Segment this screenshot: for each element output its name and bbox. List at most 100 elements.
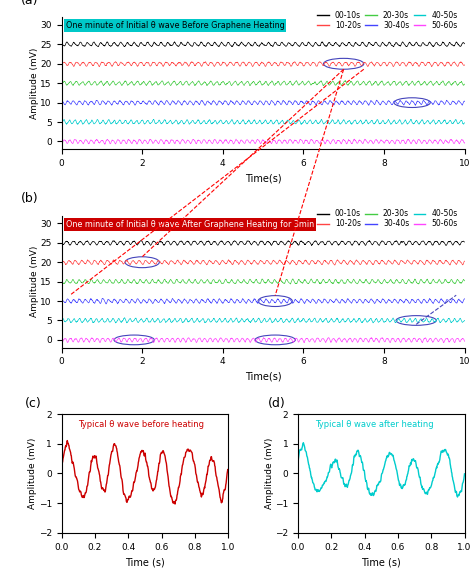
Text: (c): (c) — [25, 397, 42, 410]
00-10s — [138, 237, 144, 244]
10-20s — [352, 260, 357, 267]
50-60s — [59, 140, 64, 147]
30-40s — [462, 296, 467, 303]
Line: 50-60s: 50-60s — [62, 337, 465, 343]
Text: (b): (b) — [21, 193, 39, 205]
Line: 00-10s: 00-10s — [62, 42, 465, 47]
40-50s — [113, 320, 118, 327]
Text: (d): (d) — [268, 397, 286, 410]
20-30s — [231, 280, 237, 286]
Y-axis label: Amplitude (mV): Amplitude (mV) — [30, 48, 39, 119]
Y-axis label: Amplitude (mV): Amplitude (mV) — [28, 438, 37, 509]
40-50s — [462, 317, 467, 324]
00-10s — [59, 239, 64, 246]
50-60s — [59, 337, 64, 344]
10-20s — [226, 256, 231, 263]
Legend: 00-10s, 10-20s, 20-30s, 30-40s, 40-50s, 50-60s: 00-10s, 10-20s, 20-30s, 30-40s, 40-50s, … — [314, 206, 461, 231]
10-20s — [429, 62, 435, 69]
20-30s — [342, 77, 348, 84]
30-40s — [103, 301, 109, 308]
40-50s — [122, 314, 128, 321]
20-30s — [228, 81, 234, 88]
40-50s — [388, 121, 394, 128]
20-30s — [288, 281, 293, 288]
50-60s — [261, 334, 266, 341]
10-20s — [429, 258, 435, 265]
10-20s — [449, 257, 455, 264]
40-50s — [228, 117, 234, 124]
00-10s — [231, 238, 237, 245]
00-10s — [185, 38, 191, 45]
00-10s — [429, 242, 435, 249]
10-20s — [352, 62, 357, 69]
40-50s — [352, 117, 357, 124]
30-40s — [429, 299, 435, 306]
30-40s — [228, 295, 234, 302]
Text: (a): (a) — [21, 0, 39, 7]
20-30s — [449, 277, 455, 284]
40-50s — [231, 120, 237, 127]
10-20s — [250, 258, 256, 265]
50-60s — [228, 335, 234, 342]
30-40s — [100, 295, 106, 301]
00-10s — [231, 40, 237, 47]
Line: 20-30s: 20-30s — [62, 81, 465, 86]
50-60s — [228, 137, 234, 144]
30-40s — [352, 296, 357, 303]
00-10s — [59, 41, 64, 48]
50-60s — [231, 339, 237, 346]
40-50s — [462, 119, 467, 126]
X-axis label: Time (s): Time (s) — [361, 557, 401, 567]
Line: 00-10s: 00-10s — [62, 241, 465, 245]
Text: One minute of Initial θ wave After Graphene Heating for 3min: One minute of Initial θ wave After Graph… — [65, 219, 314, 229]
30-40s — [374, 97, 379, 104]
40-50s — [352, 316, 357, 323]
20-30s — [449, 81, 455, 88]
20-30s — [250, 279, 256, 286]
X-axis label: Time(s): Time(s) — [245, 174, 282, 183]
00-10s — [250, 239, 256, 246]
Text: Typical θ wave after heating: Typical θ wave after heating — [315, 420, 433, 429]
40-50s — [319, 116, 324, 123]
30-40s — [59, 97, 64, 104]
10-20s — [462, 61, 467, 68]
20-30s — [231, 79, 237, 86]
30-40s — [202, 102, 208, 109]
10-20s — [228, 259, 234, 266]
X-axis label: Time (s): Time (s) — [125, 557, 165, 567]
40-50s — [449, 318, 455, 325]
40-50s — [429, 118, 435, 125]
10-20s — [96, 63, 102, 70]
00-10s — [462, 40, 467, 47]
40-50s — [228, 315, 234, 322]
10-20s — [332, 262, 337, 269]
Line: 10-20s: 10-20s — [62, 62, 465, 66]
30-40s — [449, 98, 455, 105]
30-40s — [228, 97, 234, 104]
30-40s — [449, 296, 455, 303]
50-60s — [351, 136, 357, 143]
Line: 50-60s: 50-60s — [62, 139, 465, 144]
Line: 10-20s: 10-20s — [62, 260, 465, 265]
40-50s — [59, 317, 64, 324]
Text: One minute of Initial θ wave Before Graphene Heating: One minute of Initial θ wave Before Grap… — [65, 21, 284, 30]
50-60s — [429, 338, 435, 345]
20-30s — [290, 276, 296, 282]
00-10s — [449, 41, 455, 48]
00-10s — [352, 238, 357, 245]
50-60s — [462, 338, 467, 345]
10-20s — [231, 61, 237, 68]
40-50s — [449, 120, 455, 127]
00-10s — [309, 242, 314, 249]
30-40s — [352, 98, 357, 105]
20-30s — [462, 277, 467, 284]
30-40s — [250, 297, 256, 304]
10-20s — [59, 62, 64, 69]
20-30s — [429, 277, 435, 284]
Legend: 00-10s, 10-20s, 20-30s, 30-40s, 40-50s, 50-60s: 00-10s, 10-20s, 20-30s, 30-40s, 40-50s, … — [314, 8, 461, 33]
00-10s — [352, 41, 357, 48]
50-60s — [462, 140, 467, 147]
40-50s — [59, 119, 64, 126]
20-30s — [462, 81, 467, 88]
Line: 20-30s: 20-30s — [62, 279, 465, 284]
